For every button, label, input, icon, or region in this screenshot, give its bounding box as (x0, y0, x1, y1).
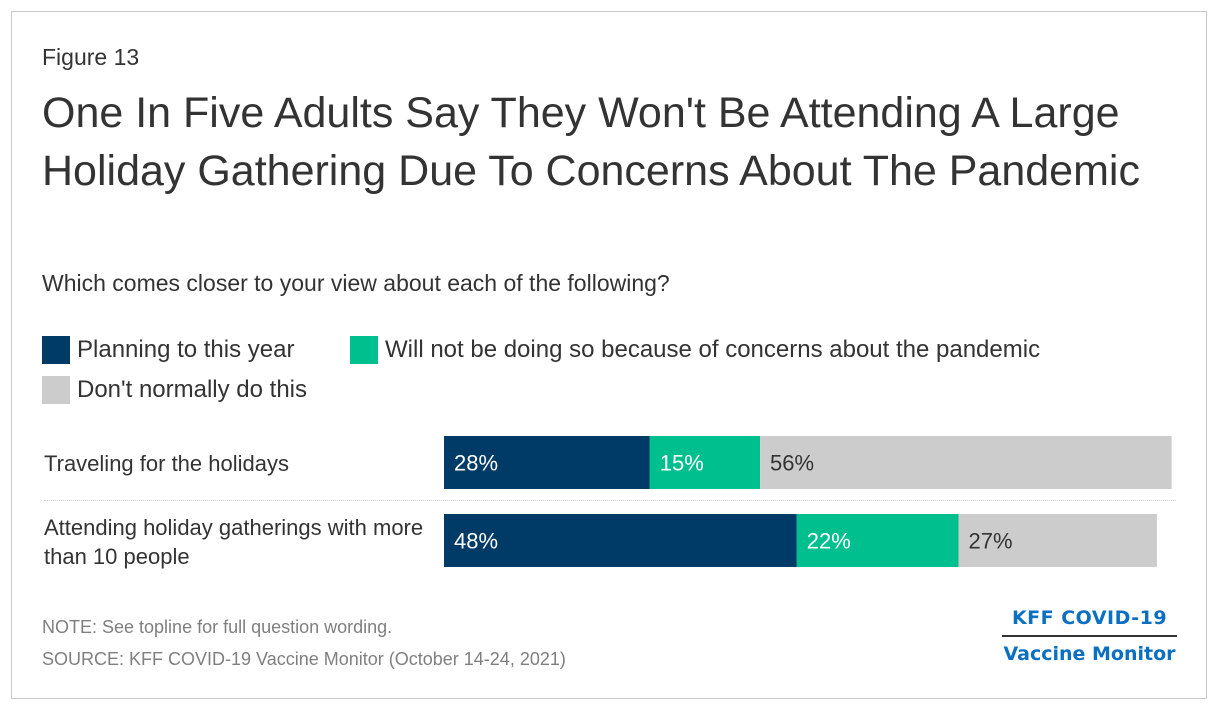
legend-label-will-not: Will not be doing so because of concerns… (385, 336, 1041, 363)
bar-dont-row-1 (760, 436, 1172, 489)
data-label-dont-row-2: 27% (969, 529, 1013, 554)
data-label-planning-row-1: 28% (454, 451, 498, 476)
note-text: NOTE: See topline for full question word… (42, 617, 393, 637)
bar-will-not-row-2 (796, 514, 959, 567)
category-label-traveling: Traveling for the holidays (44, 451, 289, 476)
data-label-will-not-row-2: 22% (807, 529, 851, 554)
row-divider (44, 500, 1176, 501)
source-text: SOURCE: KFF COVID-19 Vaccine Monitor (Oc… (42, 649, 566, 669)
figure-frame (11, 11, 1207, 699)
chart-title: One In Five Adults Say They Won't Be Att… (42, 89, 1140, 195)
legend-swatch-planning (42, 336, 70, 364)
data-label-will-not-row-1: 15% (660, 451, 704, 476)
chart-subtitle: Which comes closer to your view about ea… (42, 270, 670, 296)
figure-label: Figure 13 (42, 44, 140, 70)
data-label-dont-row-1: 56% (770, 451, 814, 476)
category-label-gatherings: Attending holiday gatherings with more t… (44, 515, 424, 569)
legend-swatch-dont (42, 376, 70, 404)
legend-item-will-not: Will not be doing so because of concerns… (350, 336, 1040, 364)
logo-line-2: Vaccine Monitor (1003, 643, 1176, 665)
bar-will-not-row-1 (649, 436, 761, 489)
legend-swatch-will-not (350, 336, 378, 364)
bar-planning-row-1 (444, 436, 650, 489)
bar-planning-row-2 (444, 514, 797, 567)
legend-label-dont: Don't normally do this (77, 376, 308, 403)
legend-item-dont: Don't normally do this (42, 376, 307, 404)
legend-label-planning: Planning to this year (77, 336, 295, 363)
legend-item-planning: Planning to this year (42, 336, 294, 364)
kff-logo: KFF COVID-19 Vaccine Monitor (1002, 607, 1177, 665)
logo-line-1: KFF COVID-19 (1002, 607, 1177, 637)
data-label-planning-row-2: 48% (454, 529, 498, 554)
bar-dont-row-2 (958, 514, 1157, 567)
